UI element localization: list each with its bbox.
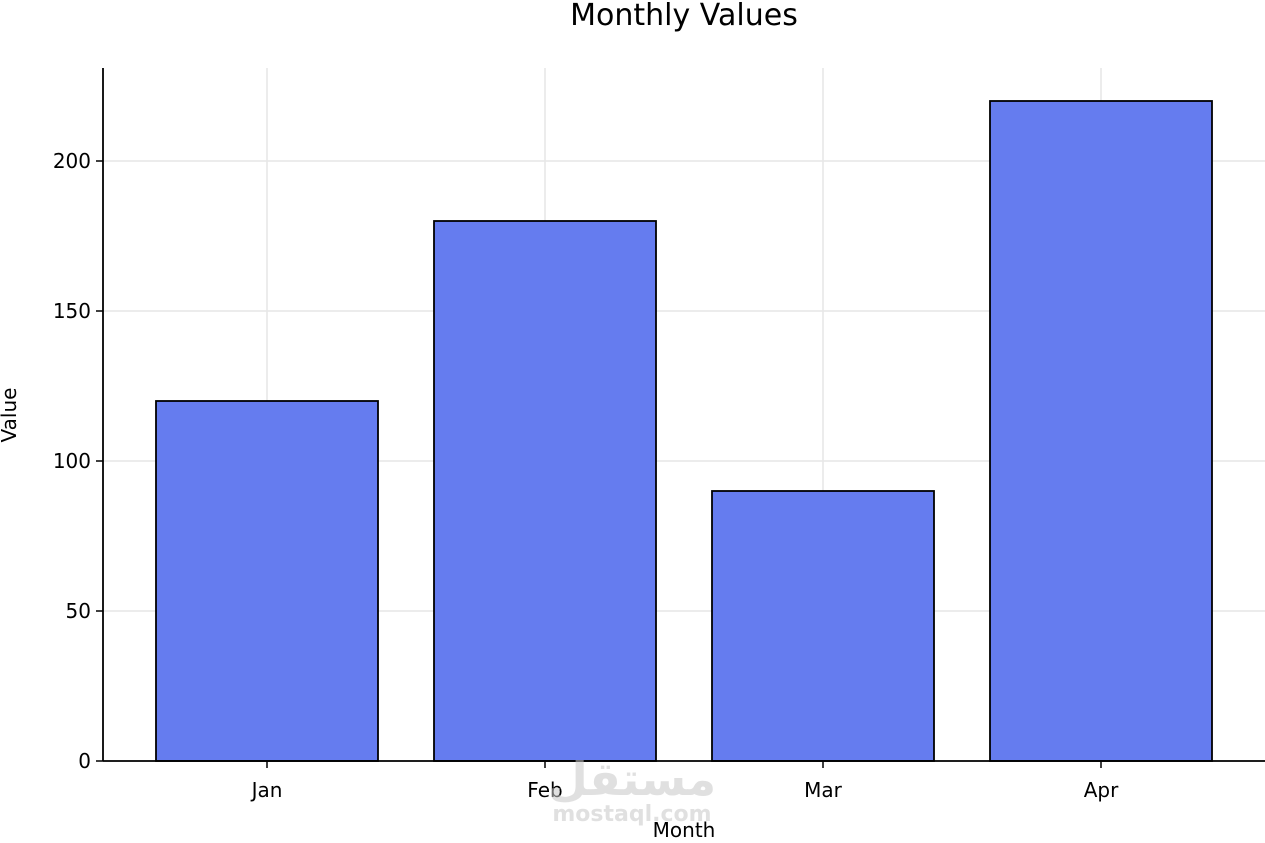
bars [155,100,1213,762]
watermark-logo: مستقل mostaql.com [548,752,716,827]
y-tick-label: 150 [53,299,91,323]
x-tick-label: Mar [804,778,843,802]
x-tick-label: Jan [250,778,283,802]
y-tick-label: 100 [53,449,91,473]
bar-mar [711,490,935,762]
bar-apr [989,100,1213,762]
bar-jan [155,400,379,762]
bar-feb [433,220,657,762]
y-axis-ticks: 0 50 100 150 200 [53,149,103,773]
y-axis-label: Value [0,388,21,443]
chart-title: Monthly Values [570,0,798,33]
y-tick-label: 50 [66,599,91,623]
y-tick-label: 0 [78,749,91,773]
watermark-arabic: مستقل [548,752,716,806]
x-axis-ticks: Jan Feb Mar Apr [250,761,1119,802]
watermark-latin: mostaql.com [552,802,711,827]
y-tick-label: 200 [53,149,91,173]
x-tick-label: Apr [1084,778,1119,802]
x-axis-label: Month [653,818,716,842]
x-tick-label: Feb [527,778,562,802]
